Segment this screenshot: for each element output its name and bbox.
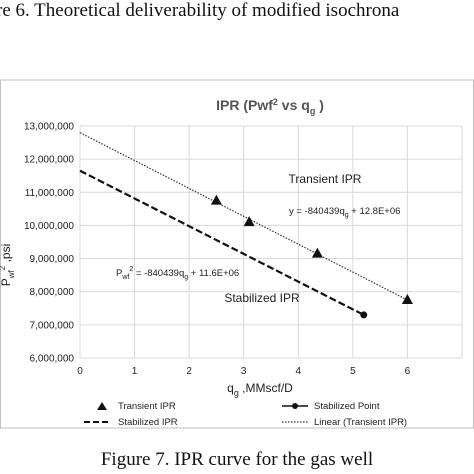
- x-tick-label: 0: [77, 366, 83, 377]
- x-tick-label: 5: [350, 366, 356, 377]
- legend-label-stabilized-point: Stabilized Point: [314, 401, 380, 412]
- x-axis-label: qg ,MMscf/D: [227, 381, 293, 398]
- y-tick-label: 8,000,000: [30, 287, 75, 298]
- stabilized-equation: Pwf2 = -840439qg + 11.6E+06: [116, 266, 239, 281]
- linear-transient-line: [79, 132, 408, 301]
- y-tick-label: 9,000,000: [30, 254, 75, 265]
- transient-ipr-marker: [401, 294, 413, 304]
- legend-circle-marker: [292, 403, 298, 409]
- stabilized-point-marker: [360, 311, 368, 319]
- chart-grid: [79, 125, 463, 359]
- transient-ipr-marker: [210, 194, 222, 205]
- legend-label-linear-transient: Linear (Transient IPR): [314, 417, 407, 428]
- x-tick-label: 1: [132, 366, 138, 377]
- legend-label-stabilized-ipr: Stabilized IPR: [118, 417, 178, 428]
- legend-item-stabilized-point: Stabilized Point: [282, 401, 380, 412]
- chart-legend: Transient IPR Stabilized Point Stabilize…: [84, 401, 407, 428]
- legend-triangle-marker: [97, 402, 107, 410]
- x-tick-label: 6: [405, 366, 411, 377]
- chart-series: [79, 132, 413, 319]
- transient-equation: y = -840439qg + 12.8E+06: [289, 206, 400, 219]
- x-tick-label: 2: [186, 366, 192, 377]
- legend-label-transient-ipr: Transient IPR: [118, 401, 176, 412]
- transient-ipr-marker: [243, 216, 255, 227]
- x-axis-ticks: 0 1 2 3 4 5 6: [77, 366, 410, 377]
- figure-7-caption: Figure 7. IPR curve for the gas well: [100, 449, 374, 470]
- figure-6-caption: re 6. Theoretical deliverability of modi…: [0, 0, 400, 21]
- x-tick-label: 3: [241, 366, 247, 377]
- y-tick-label: 6,000,000: [30, 354, 75, 365]
- y-axis-ticks: 6,000,000 7,000,000 8,000,000 9,000,000 10,0…: [24, 122, 74, 365]
- legend-item-transient-ipr: Transient IPR: [97, 401, 176, 412]
- y-tick-label: 7,000,000: [30, 320, 75, 331]
- stabilized-ipr-label: Stabilized IPR: [224, 291, 300, 305]
- x-tick-label: 4: [296, 366, 302, 377]
- chart-title: IPR (Pwf2 vs qg ): [216, 97, 324, 116]
- legend-item-linear-transient: Linear (Transient IPR): [282, 417, 407, 428]
- y-axis-label: Pwf2 ,psi: [0, 244, 16, 286]
- legend-item-stabilized-ipr: Stabilized IPR: [84, 417, 178, 428]
- transient-ipr-label: Transient IPR: [289, 172, 362, 186]
- transient-ipr-marker: [311, 247, 323, 258]
- y-tick-label: 12,000,000: [24, 155, 74, 166]
- y-tick-label: 10,000,000: [24, 221, 74, 232]
- y-tick-label: 11,000,000: [25, 188, 75, 199]
- y-tick-label: 13,000,000: [24, 122, 74, 133]
- stabilized-ipr-line: [79, 169, 365, 316]
